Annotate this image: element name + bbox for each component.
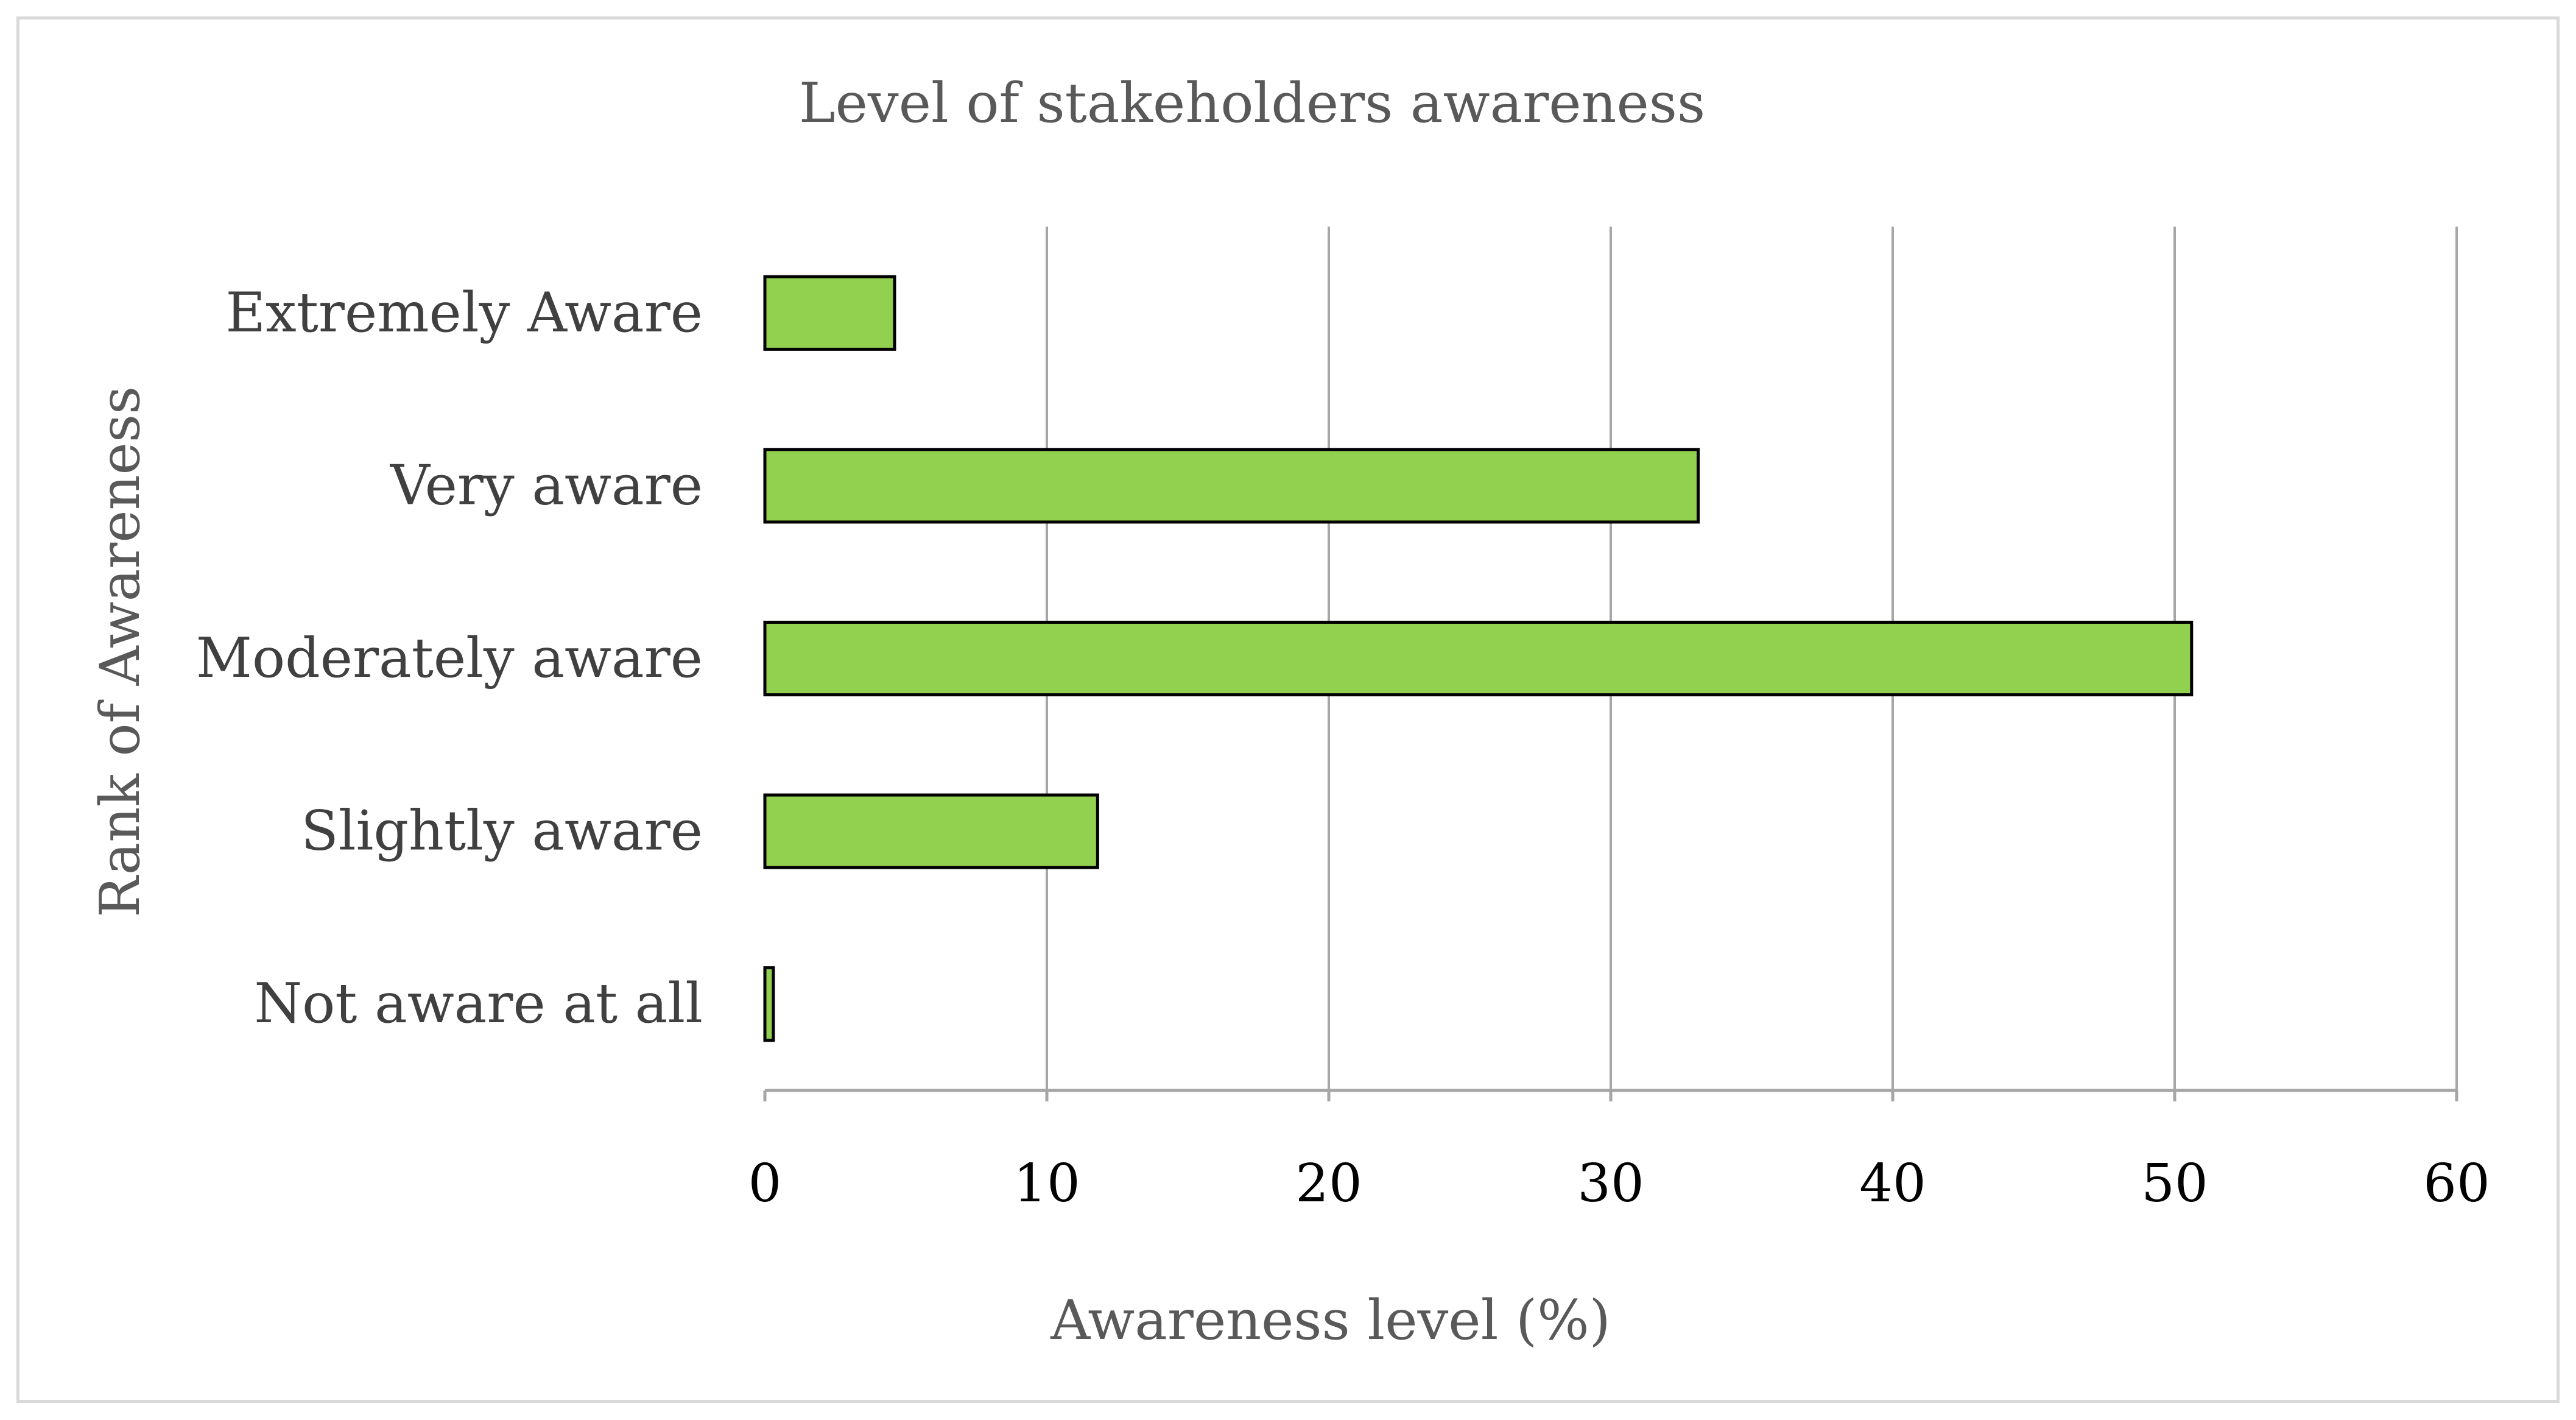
- bar: [763, 620, 2194, 697]
- x-axis-title: Awareness level (%): [1050, 1288, 1610, 1352]
- y-category-labels: Extremely Aware Very aware Moderately awar…: [196, 281, 703, 1036]
- chart-title: Level of stakeholders awareness: [799, 71, 1705, 135]
- y-axis-title: Rank of Awareness: [88, 386, 152, 917]
- x-tick-label: 60: [2423, 1153, 2490, 1214]
- category-label: Not aware at all: [254, 972, 703, 1036]
- x-tick-label: 40: [1859, 1153, 1926, 1214]
- x-tick-label: 0: [748, 1153, 782, 1214]
- category-label: Very aware: [390, 453, 703, 517]
- x-tick-label: 30: [1577, 1153, 1644, 1214]
- category-label: Moderately aware: [196, 626, 703, 690]
- x-tick-label: 10: [1013, 1153, 1080, 1214]
- bars: [763, 275, 2194, 1042]
- x-tick-labels: 0 10 20 30 40 50 60: [748, 1153, 2490, 1214]
- bar: [763, 448, 1700, 524]
- bar: [763, 793, 1099, 869]
- category-label: Extremely Aware: [225, 281, 703, 345]
- category-label: Slightly aware: [301, 799, 703, 863]
- x-tick-label: 20: [1295, 1153, 1362, 1214]
- chart-frame: [16, 16, 2560, 1403]
- x-tick-label: 50: [2141, 1153, 2208, 1214]
- bar: [763, 275, 896, 351]
- bar: [763, 966, 775, 1042]
